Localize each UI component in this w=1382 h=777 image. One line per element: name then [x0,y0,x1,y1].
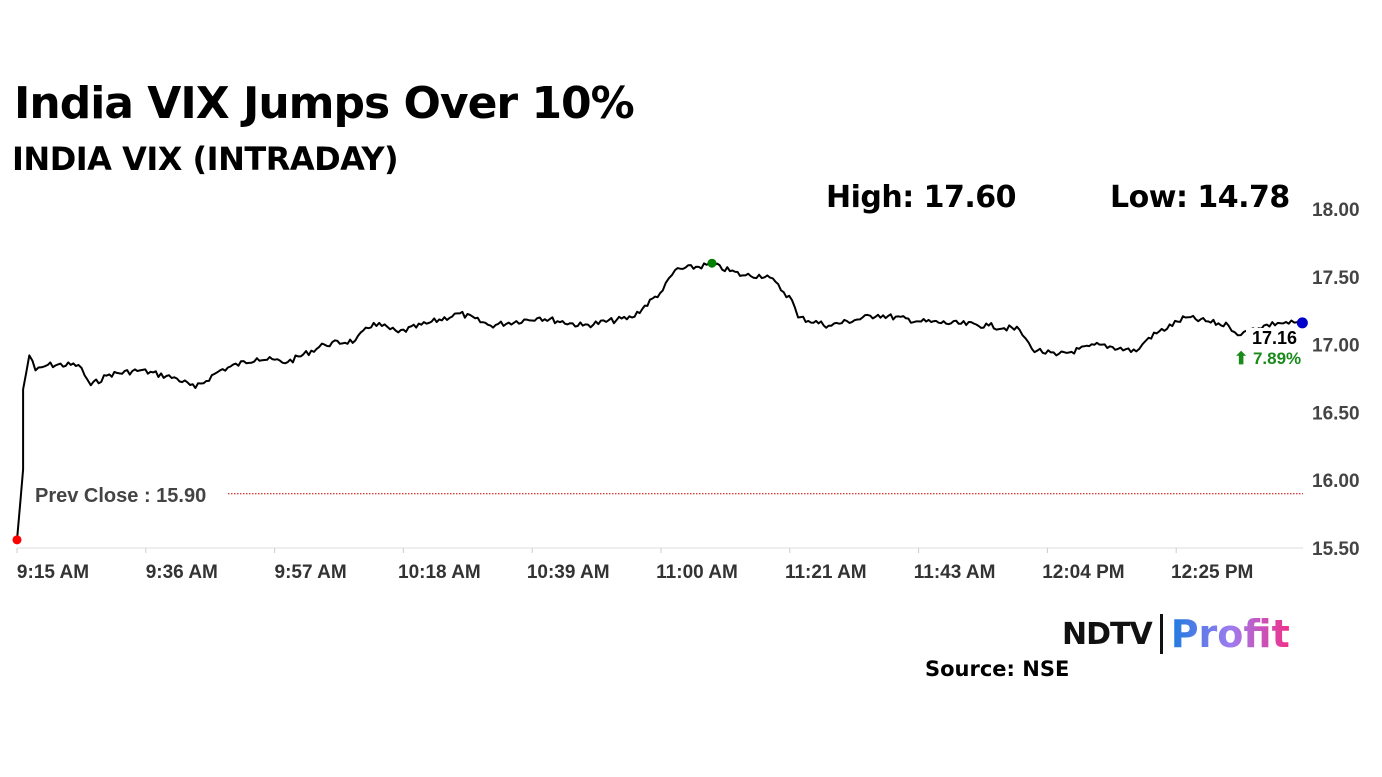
marker-last [1296,317,1308,329]
y-tick-label: 15.50 [1312,539,1360,560]
source-note: Source: NSE [925,657,1070,681]
chart-title: India VIX Jumps Over 10% [14,78,635,129]
ndtv-profit-logo: NDTV Profit [1062,612,1290,656]
marker-high [707,258,717,268]
prev-close-label: Prev Close : 15.90 [35,485,206,507]
x-tick-label: 9:15 AM [17,562,89,583]
y-tick-label: 16.50 [1312,403,1360,424]
series-line [16,262,1304,540]
high-label: High: 17.60 [826,180,1017,215]
marker-open [12,535,22,545]
low-label: Low: 14.78 [1110,180,1290,215]
x-tick-label: 12:04 PM [1042,562,1124,583]
change-label: ⬆ 7.89% [1234,349,1301,368]
x-tick-label: 11:00 AM [656,562,738,583]
logo-divider [1159,614,1163,654]
chart-subtitle: INDIA VIX (INTRADAY) [12,140,399,178]
x-tick-label: 11:21 AM [785,562,867,583]
logo-ndtv: NDTV [1062,616,1153,652]
logo-profit: Profit [1170,612,1290,656]
x-tick-label: 9:36 AM [146,562,218,583]
x-tick-label: 11:43 AM [914,562,996,583]
x-tick-label: 12:25 PM [1171,562,1253,583]
last-value-label: 17.16 [1252,328,1297,348]
y-tick-label: 17.00 [1312,336,1360,357]
y-tick-label: 16.00 [1312,471,1360,492]
y-tick-label: 17.50 [1312,268,1360,289]
y-tick-label: 18.00 [1312,200,1360,221]
x-tick-label: 9:57 AM [275,562,347,583]
x-tick-label: 10:39 AM [527,562,610,583]
x-tick-label: 10:18 AM [398,562,481,583]
last-value-bg [1246,328,1300,348]
